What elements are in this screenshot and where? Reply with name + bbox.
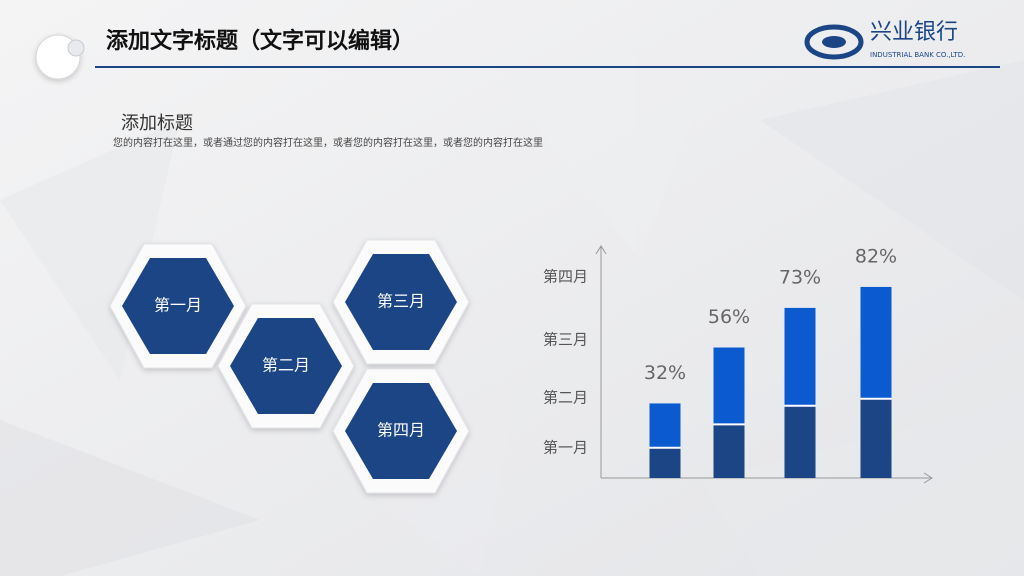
bar-segment: [649, 403, 681, 448]
y-label: 第四月: [543, 268, 588, 286]
bar-segment: [784, 405, 816, 478]
bar-segment: [713, 347, 745, 425]
value-label: 73%: [779, 266, 821, 288]
hexagon-label: 第一月: [154, 296, 202, 315]
value-label: 82%: [855, 245, 897, 267]
deco-dot: [67, 39, 85, 57]
hexagon-inner: [345, 254, 457, 350]
value-label: 56%: [708, 306, 750, 328]
hexagon-label: 第四月: [377, 421, 425, 440]
bar-segment: [649, 447, 681, 478]
section-body: 您的内容打在这里，或者通过您的内容打在这里，或者您的内容打在这里，或者您的内容打…: [113, 136, 543, 149]
logo-sub: INDUSTRIAL BANK CO.,LTD.: [870, 51, 965, 59]
y-axis-arrow: [595, 245, 607, 255]
bar-segment: [713, 424, 745, 478]
y-label: 第三月: [543, 331, 588, 349]
bar-segment: [860, 398, 892, 478]
bar-segment: [784, 307, 816, 406]
y-label: 第二月: [543, 389, 588, 407]
logo: 兴业银行 INDUSTRIAL BANK CO.,LTD.: [804, 20, 965, 60]
y-label: 第一月: [543, 439, 588, 457]
section-title: 添加标题: [121, 113, 193, 134]
hexagon-inner: [122, 258, 234, 354]
hexagon-inner: [230, 318, 342, 414]
bar-segment: [860, 286, 892, 399]
logo-name: 兴业银行: [870, 20, 958, 45]
hexagon-label: 第二月: [262, 356, 310, 375]
hexagon-label: 第三月: [377, 292, 425, 311]
hexagon-inner: [345, 383, 457, 479]
value-label: 32%: [644, 362, 686, 384]
header-title: 添加文字标题（文字可以编辑）: [106, 28, 414, 54]
x-axis-arrow: [923, 472, 933, 484]
chart: 第一月 第二月 第三月 第四月 32% 56% 73% 82%: [543, 245, 933, 484]
